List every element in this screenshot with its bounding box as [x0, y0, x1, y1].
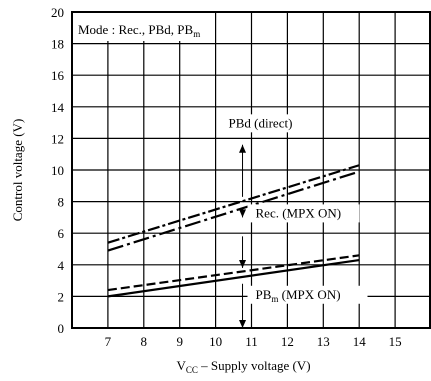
x-tick-label: 14 [353, 334, 367, 349]
series-line-dashed [107, 254, 360, 292]
annotation-background [247, 285, 368, 304]
y-tick-label: 6 [58, 226, 65, 241]
x-tick-label: 13 [317, 334, 330, 349]
tick-layer: 7 8 9 10 11 12 13 14 15 0 2 4 6 8 10 12 14 16 18 20 [51, 5, 402, 349]
arrow-head-up [239, 144, 247, 153]
annotation-background [247, 204, 360, 223]
mode-label: Mode : Rec., PBd, PBm [78, 22, 200, 39]
mode-box-background [73, 13, 210, 41]
x-tick-label: 12 [281, 334, 294, 349]
x-axis-label: VCC – Supply voltage (V) [176, 358, 310, 375]
annotation-pbm: PBm (MPX ON) [256, 287, 341, 304]
series-layer [107, 164, 360, 298]
y-tick-label: 14 [51, 100, 65, 115]
y-tick-label: 12 [51, 131, 64, 146]
annotation-pbm-main: PB [256, 287, 272, 302]
y-tick-label: 18 [51, 37, 64, 52]
y-tick-label: 20 [51, 5, 64, 20]
x-tick-label: 15 [389, 334, 402, 349]
annotation-pbd: PBd (direct) [229, 115, 293, 130]
annotation-layer: PBd (direct)Rec. (MPX ON)PBm (MPX ON) [73, 13, 368, 328]
x-tick-label: 9 [176, 334, 183, 349]
arrow-head-down [239, 320, 247, 328]
grid-layer [72, 11, 431, 329]
y-tick-label: 10 [51, 163, 64, 178]
series-line-dash-dot [107, 164, 360, 244]
x-axis-label-rest: – Supply voltage (V) [198, 358, 311, 373]
x-axis-label-sub: CC [186, 365, 198, 375]
x-tick-label: 7 [105, 334, 112, 349]
plot-frame [71, 11, 431, 329]
x-tick-label: 8 [141, 334, 148, 349]
mode-label-prefix: Mode : Rec., PBd, PB [78, 22, 194, 37]
x-axis-label-main: V [176, 358, 186, 373]
annotation-pbm-rest: (MPX ON) [278, 287, 340, 302]
x-tick-label: 11 [245, 334, 258, 349]
arrow-head-down [239, 209, 247, 218]
y-tick-label: 0 [58, 321, 65, 336]
y-tick-label: 2 [58, 289, 65, 304]
y-axis-label: Control voltage (V) [10, 119, 25, 222]
annotation-pbm-sub: m [271, 294, 278, 304]
annotation-rec: Rec. (MPX ON) [256, 205, 342, 220]
annotation-background [224, 114, 317, 133]
mode-label-sub: m [193, 29, 200, 39]
y-tick-label: 8 [58, 195, 65, 210]
x-tick-label: 10 [209, 334, 222, 349]
series-line-solid [107, 258, 360, 298]
arrow-head-down [239, 259, 247, 268]
y-tick-label: 16 [51, 68, 65, 83]
series-line-dash-dot-long [107, 170, 360, 252]
y-tick-label: 4 [58, 258, 65, 273]
